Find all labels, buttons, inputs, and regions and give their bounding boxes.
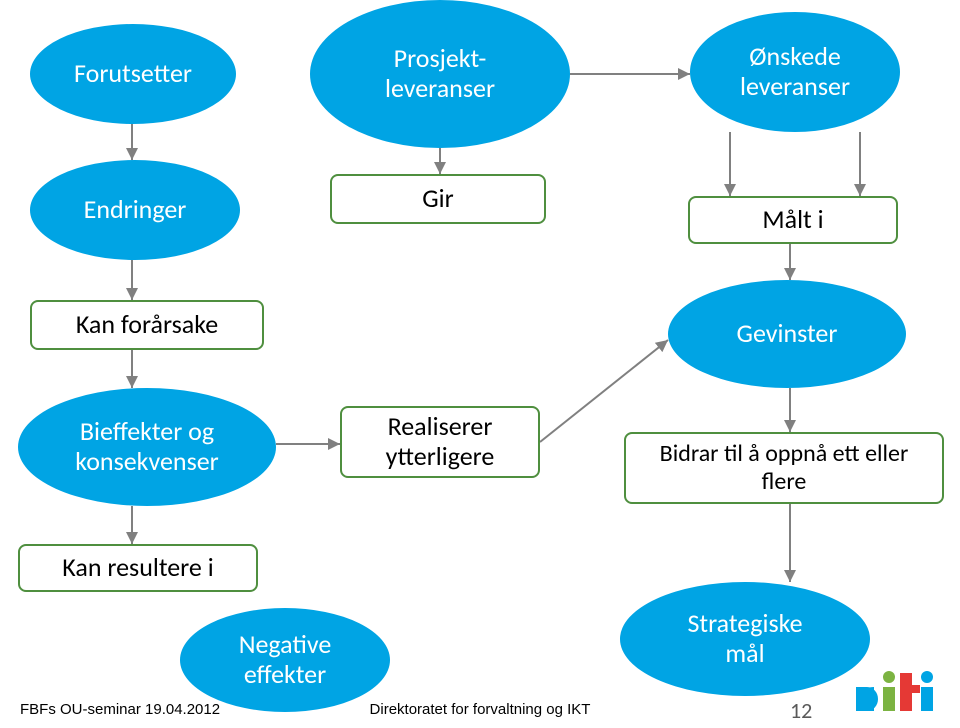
node-realiserer: Realiserer ytterligere	[340, 406, 540, 478]
node-malti: Målt i	[688, 196, 898, 244]
node-gevinster: Gevinster	[668, 280, 906, 388]
node-negative: Negative effekter	[180, 608, 390, 712]
node-kanresultere: Kan resultere i	[18, 544, 258, 592]
node-onskede: Ønskede leveranser	[690, 12, 900, 132]
diagram-canvas: Forutsetter Prosjekt- leveranser Ønskede l…	[0, 0, 960, 728]
node-endringer: Endringer	[30, 160, 240, 260]
footer-center: Direktoratet for forvaltning og IKT	[370, 701, 591, 718]
node-gir: Gir	[330, 174, 546, 224]
node-bidrar: Bidrar til å oppnå ett eller flere	[624, 432, 944, 504]
node-bieffekter: Bieffekter og konsekvenser	[18, 388, 276, 506]
node-prosjekt: Prosjekt- leveranser	[310, 0, 570, 148]
page-number: 12	[790, 697, 812, 724]
footer-left: FBFs OU-seminar 19.04.2012	[20, 701, 220, 718]
node-forutsetter: Forutsetter	[30, 24, 236, 124]
node-kanforarsake: Kan forårsake	[30, 300, 264, 350]
node-strategiske: Strategiske mål	[620, 582, 870, 696]
difi-logo	[852, 667, 936, 722]
